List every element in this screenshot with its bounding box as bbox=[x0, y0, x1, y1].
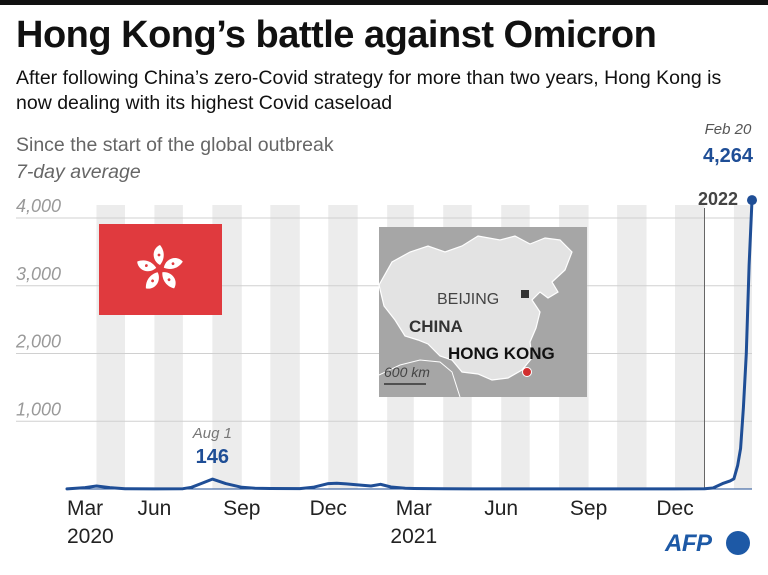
x-tick-label: Mar bbox=[396, 497, 432, 520]
chart-subtitle: After following China’s zero-Covid strat… bbox=[16, 67, 722, 114]
y-tick-label: 3,000 bbox=[16, 264, 61, 284]
y-tick-label: 1,000 bbox=[16, 399, 61, 419]
month-band bbox=[617, 205, 647, 489]
annotation-aug-value: 146 bbox=[196, 446, 229, 468]
china-landmass bbox=[378, 235, 573, 381]
map-label-china: CHINA bbox=[409, 317, 463, 336]
chart-unit-note: 7-day average bbox=[16, 161, 141, 183]
chart-title: Hong Kong’s battle against Omicron bbox=[16, 14, 657, 56]
annotation-aug-date: Aug 1 bbox=[192, 425, 232, 442]
month-band bbox=[270, 205, 300, 489]
x-tick-label: Mar bbox=[67, 497, 103, 520]
x-tick-label: Jun bbox=[137, 497, 171, 520]
x-tick-label: Sep bbox=[570, 497, 607, 520]
hong-kong-flag bbox=[99, 224, 222, 315]
annotation-feb-value: 4,264 bbox=[703, 145, 754, 167]
month-band bbox=[328, 205, 358, 489]
afp-logo: AFP bbox=[665, 530, 712, 557]
x-tick-label: Dec bbox=[310, 497, 347, 520]
map-scale-label: 600 km bbox=[384, 364, 430, 380]
year-marker-label: 2022 bbox=[698, 189, 738, 209]
x-axis-labels: Mar 2020 Jun Sep Dec Mar 2021 Jun Sep Dec bbox=[67, 497, 694, 548]
annotation-feb-date: Feb 20 bbox=[705, 121, 752, 138]
y-tick-label: 4,000 bbox=[16, 196, 61, 216]
series-line bbox=[65, 198, 754, 491]
top-rule bbox=[0, 0, 768, 5]
map-label-hong-kong: HONG KONG bbox=[448, 344, 555, 363]
x-tick-label: Sep bbox=[223, 497, 260, 520]
map-label-beijing: BEIJING bbox=[437, 291, 499, 308]
x-tick-label: Dec bbox=[656, 497, 693, 520]
afp-logo-dot bbox=[726, 531, 750, 555]
x-tick-year-label: 2021 bbox=[390, 525, 437, 548]
hong-kong-marker bbox=[522, 367, 532, 377]
chart-note: Since the start of the global outbreak bbox=[16, 134, 334, 156]
neighbour-border bbox=[378, 359, 461, 398]
series-end-point bbox=[747, 195, 757, 206]
beijing-marker bbox=[521, 290, 529, 298]
x-tick-label: Jun bbox=[484, 497, 518, 520]
y-axis-labels: 1,000 2,000 3,000 4,000 bbox=[15, 196, 61, 419]
china-map-inset: BEIJING CHINA HONG KONG 600 km bbox=[378, 227, 587, 398]
x-tick-year-label: 2020 bbox=[67, 525, 114, 548]
month-band bbox=[675, 205, 705, 489]
y-tick-label: 2,000 bbox=[15, 332, 61, 352]
